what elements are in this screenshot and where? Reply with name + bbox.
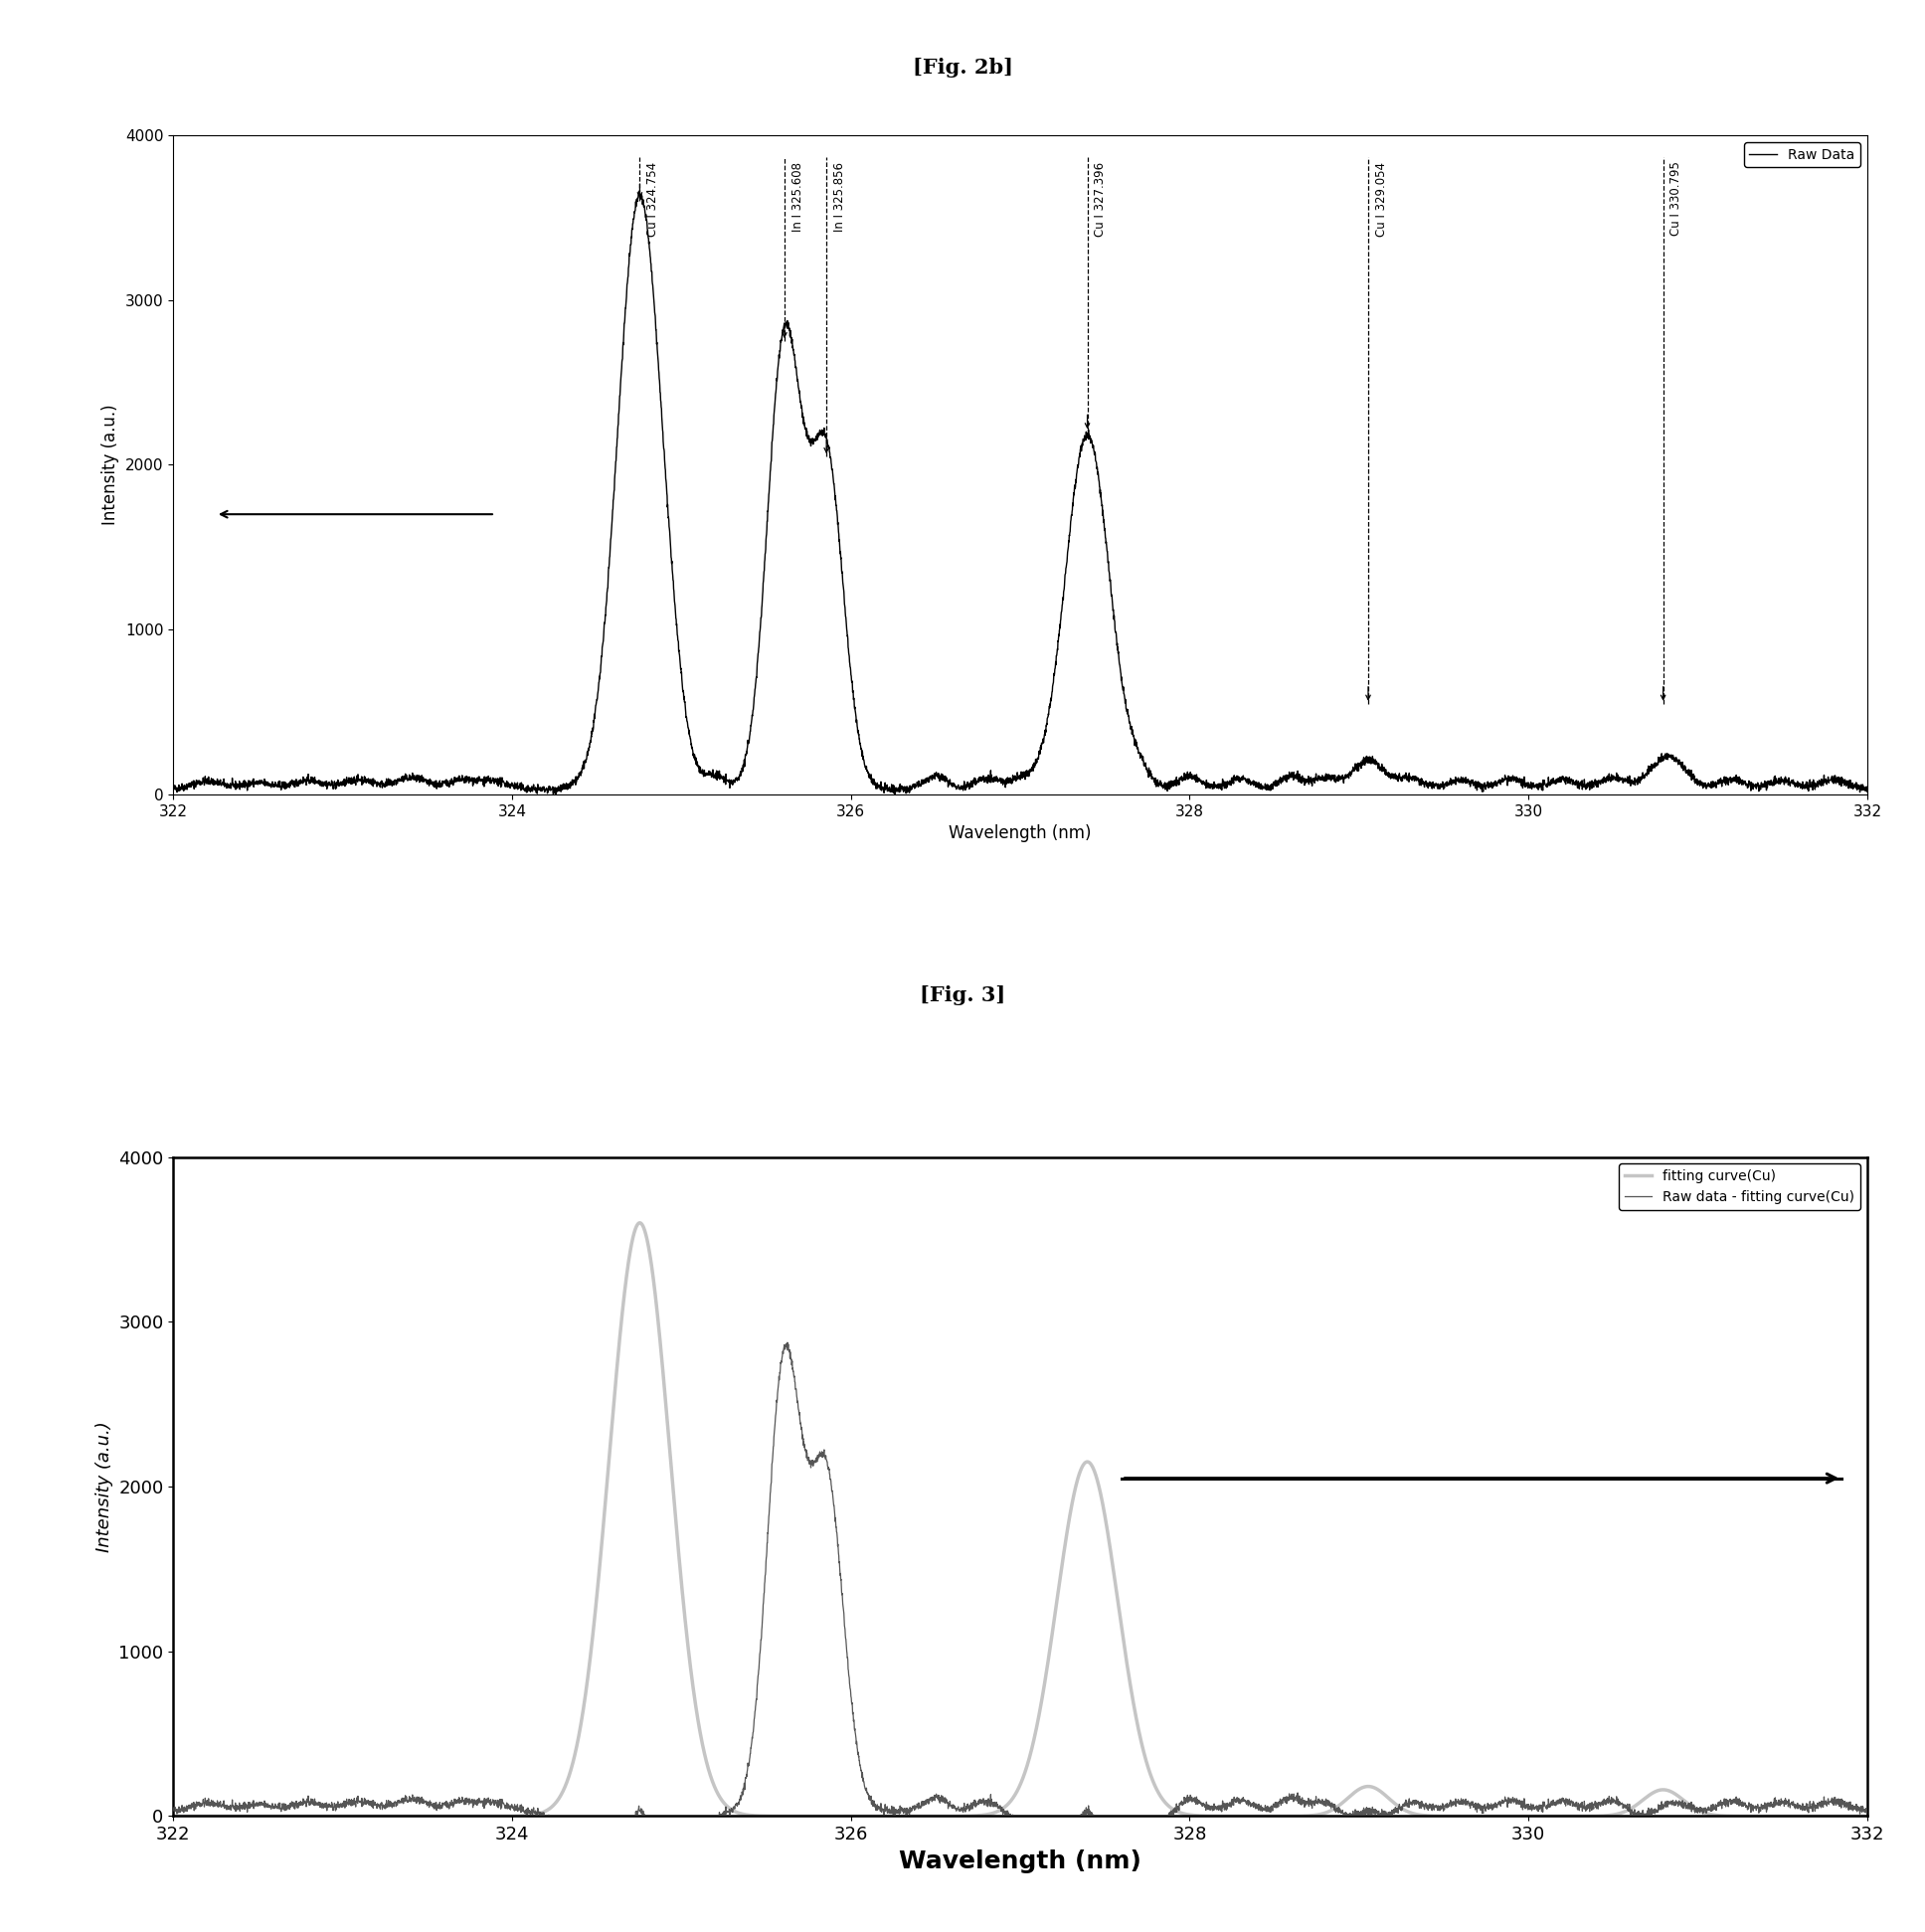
Raw data - fitting curve(Cu) (776, 1331, 799, 1354)
Raw data - fitting curve(Cu) (574, 1804, 597, 1828)
Line: fitting curve(Cu): fitting curve(Cu) (173, 1223, 1867, 1816)
Raw Data (1842, 773, 1865, 796)
Raw data - fitting curve(Cu) (526, 1804, 549, 1828)
Text: Cu I 324.754: Cu I 324.754 (647, 162, 660, 236)
fitting curve(Cu) (628, 1211, 651, 1235)
Y-axis label: Intensity (a.u.): Intensity (a.u.) (94, 1422, 114, 1551)
X-axis label: Wavelength (nm): Wavelength (nm) (949, 825, 1091, 842)
Legend: Raw Data: Raw Data (1744, 143, 1860, 166)
Raw data - fitting curve(Cu) (922, 1789, 945, 1812)
Raw Data (1856, 781, 1879, 804)
fitting curve(Cu) (1856, 1804, 1879, 1828)
fitting curve(Cu) (574, 1690, 597, 1714)
fitting curve(Cu) (1842, 1804, 1865, 1828)
Text: Cu I 329.054: Cu I 329.054 (1374, 162, 1388, 236)
Y-axis label: Intensity (a.u.): Intensity (a.u.) (102, 404, 119, 526)
Raw Data (564, 773, 587, 796)
fitting curve(Cu) (564, 1739, 587, 1762)
Raw Data (162, 777, 185, 800)
Legend: fitting curve(Cu), Raw data - fitting curve(Cu): fitting curve(Cu), Raw data - fitting cu… (1619, 1163, 1860, 1209)
Raw Data (801, 427, 824, 450)
fitting curve(Cu) (162, 1804, 185, 1828)
Raw data - fitting curve(Cu) (564, 1804, 587, 1828)
Text: Cu I 330.795: Cu I 330.795 (1669, 162, 1682, 236)
Raw Data (922, 767, 945, 790)
Text: [Fig. 3]: [Fig. 3] (920, 985, 1005, 1005)
Text: Cu I 327.396: Cu I 327.396 (1093, 162, 1107, 236)
fitting curve(Cu) (554, 1772, 577, 1795)
Text: In I 325.608: In I 325.608 (791, 162, 805, 232)
Line: Raw Data: Raw Data (173, 191, 1867, 794)
Raw data - fitting curve(Cu) (1856, 1801, 1879, 1824)
Raw data - fitting curve(Cu) (554, 1804, 577, 1828)
Text: In I 325.856: In I 325.856 (834, 162, 847, 232)
X-axis label: Wavelength (nm): Wavelength (nm) (899, 1849, 1142, 1872)
Raw data - fitting curve(Cu) (1842, 1795, 1865, 1818)
Raw Data (554, 775, 577, 798)
Raw Data (574, 752, 597, 775)
Raw Data (628, 180, 651, 203)
Line: Raw data - fitting curve(Cu): Raw data - fitting curve(Cu) (173, 1343, 1867, 1816)
Raw data - fitting curve(Cu) (162, 1799, 185, 1822)
fitting curve(Cu) (801, 1804, 824, 1828)
fitting curve(Cu) (920, 1804, 943, 1828)
Text: [Fig. 2b]: [Fig. 2b] (912, 58, 1013, 77)
Raw data - fitting curve(Cu) (801, 1453, 824, 1476)
Raw Data (884, 782, 907, 806)
